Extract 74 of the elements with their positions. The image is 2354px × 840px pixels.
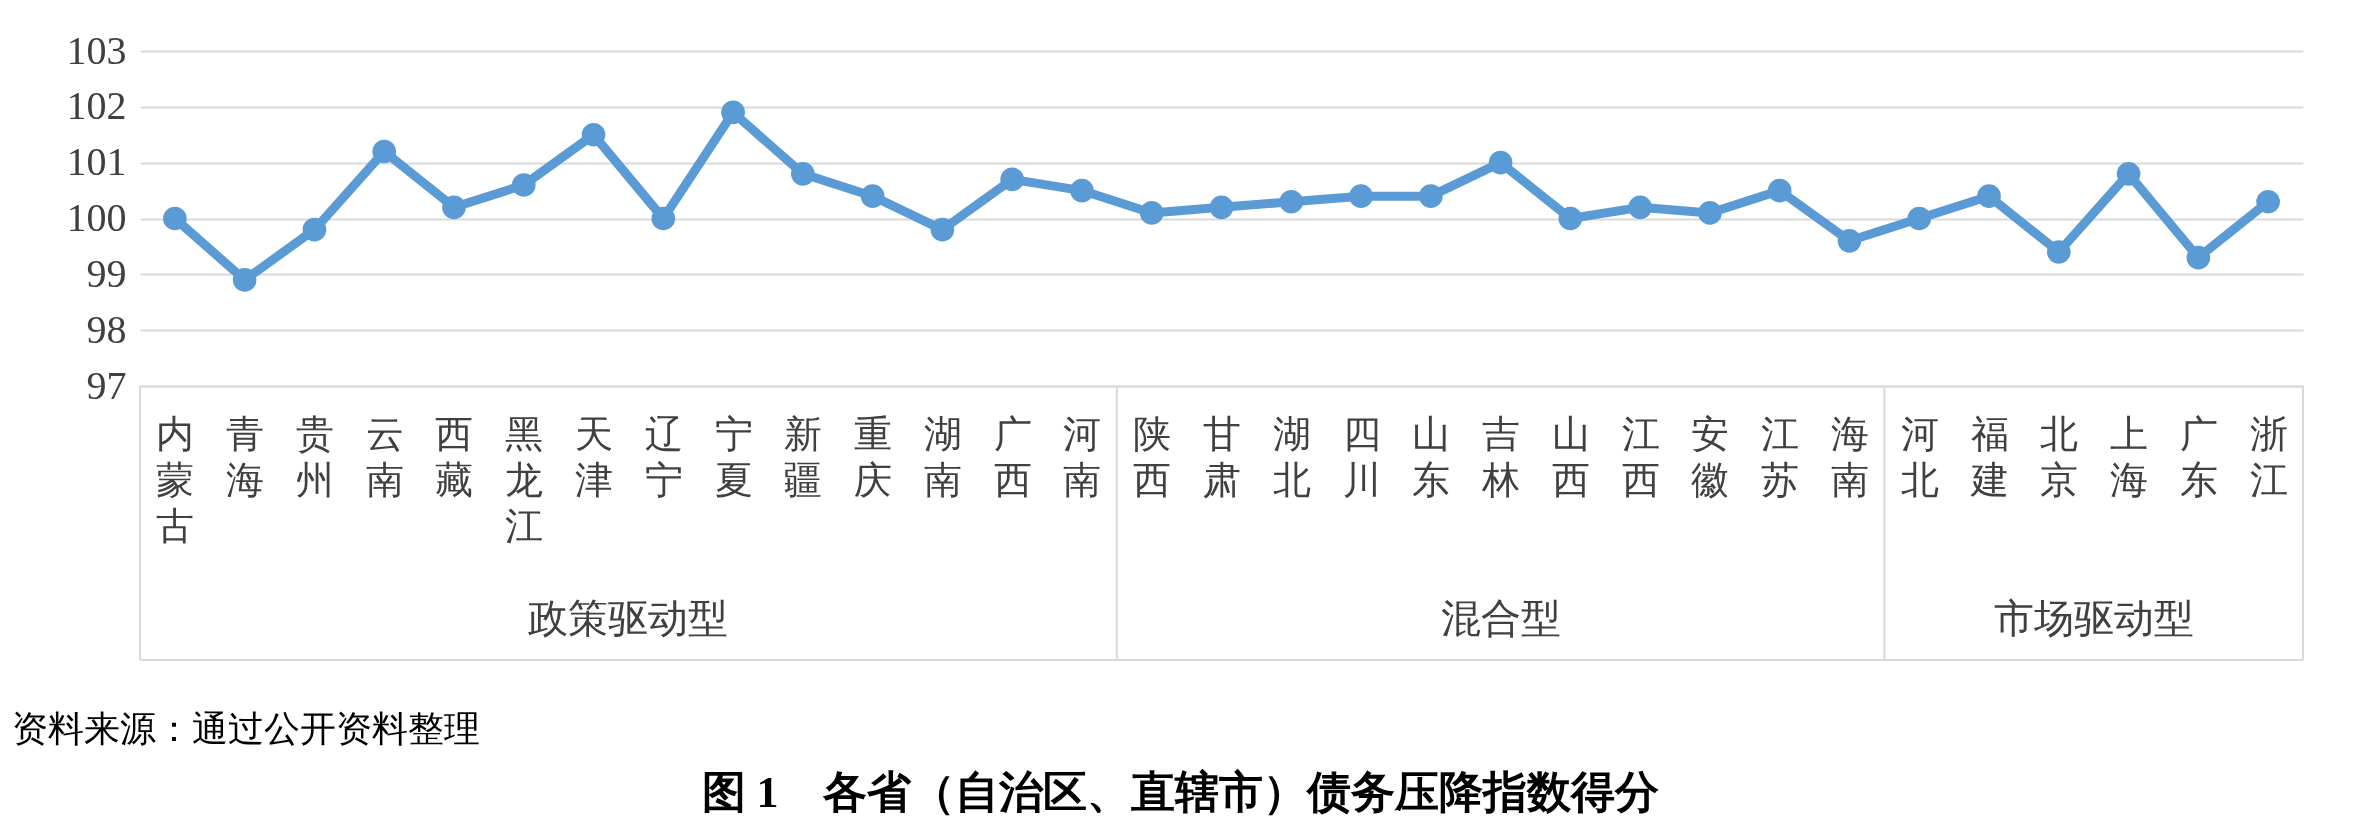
x-tick-label: 宁夏 xyxy=(714,412,753,501)
point xyxy=(1349,184,1373,208)
point xyxy=(442,195,466,220)
x-tick-label: 辽宁 xyxy=(644,412,683,501)
x-tick-label: 浙江 xyxy=(2249,412,2288,501)
x-tick-label: 上海 xyxy=(2110,412,2149,501)
x-tick-label: 江西 xyxy=(1621,412,1660,501)
x-tick-label: 海南 xyxy=(1830,412,1869,501)
x-tick-label: 云南 xyxy=(365,412,404,501)
point xyxy=(1279,189,1304,214)
x-tick-label: 新疆 xyxy=(784,412,823,501)
point xyxy=(1907,206,1932,231)
x-tick-label: 广东 xyxy=(2179,412,2218,501)
point xyxy=(1418,184,1443,208)
point xyxy=(1558,206,1583,231)
y-tick-label: 102 xyxy=(66,83,127,129)
x-tick-label: 福建 xyxy=(1969,412,2009,501)
x-tick-label: 湖北 xyxy=(1272,412,1311,501)
point xyxy=(1000,167,1025,192)
point xyxy=(1070,178,1094,203)
x-tick-label: 天津 xyxy=(575,412,614,501)
x-tick-label: 黑龙江 xyxy=(505,412,544,547)
point xyxy=(2256,189,2280,214)
x-tick-label: 山西 xyxy=(1551,412,1590,501)
point xyxy=(721,100,745,125)
x-tick-label: 四川 xyxy=(1342,412,1381,501)
x-tick-label: 贵州 xyxy=(295,412,334,501)
x-tick-label: 江苏 xyxy=(1761,412,1800,501)
text: 图 1 各省（自治区、直辖市）债务压降指数得分 xyxy=(701,768,1659,817)
point xyxy=(930,217,955,242)
point xyxy=(302,217,327,242)
text: 资料来源：通过公开资料整理 xyxy=(12,709,480,749)
x-tick-label: 湖南 xyxy=(923,412,962,501)
x-tick-label: 西藏 xyxy=(435,412,474,501)
point xyxy=(791,162,815,186)
text: 混合型 xyxy=(1440,596,1561,641)
point xyxy=(1488,150,1513,175)
point xyxy=(651,206,676,231)
point xyxy=(1698,201,1722,225)
point xyxy=(2116,162,2141,186)
point xyxy=(1977,184,2001,208)
y-tick-label: 99 xyxy=(86,250,127,296)
point xyxy=(2186,245,2211,270)
point xyxy=(1628,195,1652,220)
y-tick-label: 100 xyxy=(66,195,127,240)
y-tick-label: 101 xyxy=(66,139,127,185)
point xyxy=(511,173,536,197)
point xyxy=(1209,195,1234,220)
x-tick-label: 河南 xyxy=(1063,412,1102,501)
x-tick-label: 重庆 xyxy=(854,412,893,501)
x-tick-label: 安徽 xyxy=(1691,412,1730,501)
x-tick-label: 北京 xyxy=(2040,412,2079,501)
point xyxy=(232,268,257,292)
text: 政策驱动型 xyxy=(528,596,729,641)
point xyxy=(2046,240,2071,264)
point xyxy=(1139,201,1164,225)
x-tick-label: 内蒙古 xyxy=(156,412,195,547)
point xyxy=(163,206,187,231)
point xyxy=(372,139,397,164)
x-tick-label: 广西 xyxy=(993,412,1032,501)
y-tick-label: 97 xyxy=(86,362,127,408)
x-tick-label: 吉林 xyxy=(1481,412,1521,501)
x-tick-label: 陕西 xyxy=(1133,412,1172,501)
point xyxy=(581,122,606,147)
point xyxy=(1837,229,1862,253)
point xyxy=(1767,178,1792,203)
text: 市场驱动型 xyxy=(1993,596,2194,641)
x-tick-label: 山东 xyxy=(1412,412,1451,501)
x-tick-label: 河北 xyxy=(1900,412,1939,501)
x-tick-label: 青海 xyxy=(226,412,265,501)
point xyxy=(860,184,885,208)
x-tick-label: 甘肃 xyxy=(1203,412,1241,501)
y-tick-label: 98 xyxy=(86,306,127,352)
y-tick-label: 103 xyxy=(66,27,127,73)
